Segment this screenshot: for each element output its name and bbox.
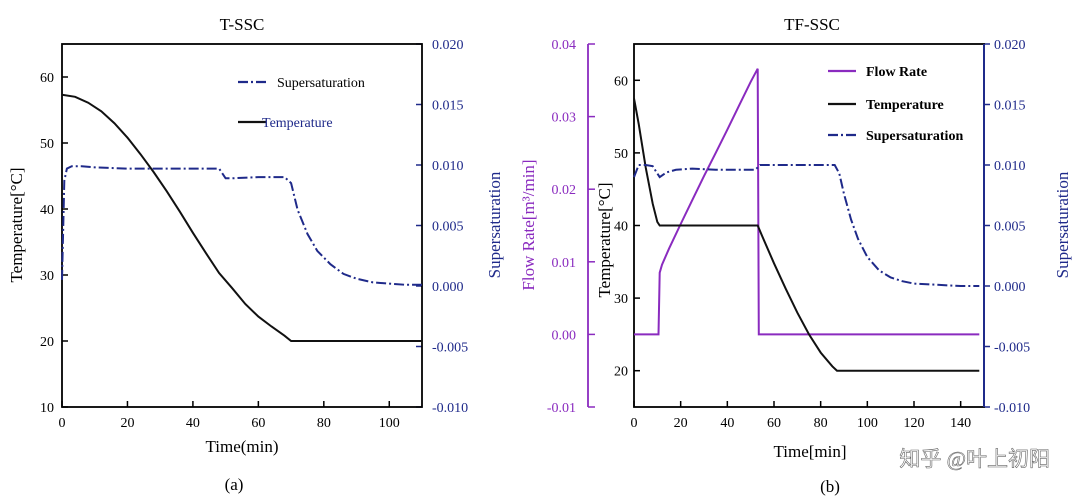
panel-a-x-tick-label: 0 [59,416,66,431]
panel-a-legend: Supersaturation Temperature [238,76,365,131]
panel-a-title: T-SSC [220,15,265,34]
panel-a-y-left-tick-label: 20 [40,335,54,350]
panel-b-right-tick-label: 0.020 [994,38,1026,53]
panel-a-y-left-tick-label: 30 [40,269,54,284]
panel-a-y-left-tick-label: 50 [40,137,54,152]
panel-b-temp-axis-label: Temperature[°C] [595,182,614,297]
panel-b-x-tick-label: 0 [631,416,638,431]
panel-b-right-tick-label: 0.015 [994,99,1026,114]
legend-b-supersaturation-label: Supersaturation [866,129,963,144]
panel-b-x-axis-label: Time[min] [773,442,846,461]
panel-a-y-right-tick-label: -0.005 [432,341,468,356]
panel-a-x-tick-label: 100 [379,416,400,431]
panel-b-ticks: 0 20 40 60 80 100 120 140 -0.01 0.00 0.01 0.02 0.03 0… [547,38,1030,431]
watermark-text: 知乎 @叶上初阳 [899,447,1050,471]
series-b-flowrate-line [634,68,980,336]
panel-b: TF-SSC 0 20 40 60 80 100 120 140 -0.01 0.00 0.01 0.… [519,15,1072,496]
panel-b-legend: Flow Rate Temperature Supersaturation [828,65,963,144]
panel-b-temp-tick-label: 60 [614,74,628,89]
panel-a-y-right-tick-label: 0.010 [432,159,464,174]
panel-b-x-tick-label: 100 [857,416,878,431]
legend-b-flowrate-label: Flow Rate [866,65,927,80]
panel-b-flow-tick-label: 0.00 [552,328,577,343]
panel-a-y-right-label: Supersaturation [485,171,504,278]
panel-a-x-tick-label: 20 [120,416,134,431]
legend-a-temperature-label: Temperature [262,116,333,131]
panel-b-flow-tick-label: 0.02 [552,183,577,198]
panel-b-label: (b) [820,477,840,496]
panel-a-label: (a) [225,475,244,494]
series-b-supersaturation-line [633,164,980,287]
panel-b-x-tick-label: 80 [814,416,828,431]
panel-b-flow-tick-label: 0.04 [552,38,577,53]
panel-a-y-left-tick-label: 40 [40,203,54,218]
panel-b-right-tick-label: 0.005 [994,220,1026,235]
panel-a-series [61,93,422,342]
panel-a-plot-frame [61,43,423,408]
panel-b-x-tick-label: 60 [767,416,781,431]
panel-a-x-axis-label: Time(min) [205,437,278,456]
panel-b-x-tick-label: 20 [674,416,688,431]
panel-a: T-SSC 0 20 40 60 80 100 10 20 30 40 50 60 -0.010 -0.0… [7,15,504,494]
panel-a-y-right-tick-label: -0.010 [432,401,468,416]
panel-b-x-tick-label: 120 [904,416,925,431]
panel-b-right-tick-label: -0.005 [994,341,1030,356]
panel-a-y-right-tick-label: 0.000 [432,280,464,295]
panel-a-x-tick-label: 80 [317,416,331,431]
panel-a-ticks: 0 20 40 60 80 100 10 20 30 40 50 60 -0.010 -0.005 0.00… [40,38,468,431]
series-b-temperature-line [633,98,980,372]
panel-b-flow-tick-label: 0.03 [552,111,577,126]
panel-b-temp-tick-label: 50 [614,147,628,162]
panel-b-series [633,68,980,372]
panel-b-x-tick-label: 140 [950,416,971,431]
panel-a-y-right-tick-label: 0.005 [432,220,464,235]
panel-b-right-tick-label: 0.010 [994,159,1026,174]
panel-a-y-right-tick-label: 0.020 [432,38,464,53]
panel-a-y-left-tick-label: 60 [40,71,54,86]
series-a-supersaturation-line [61,165,422,286]
panel-b-right-tick-label: -0.010 [994,401,1030,416]
panel-b-right-tick-label: 0.000 [994,280,1026,295]
panel-b-y-right-label: Supersaturation [1053,171,1072,278]
panel-b-flow-axis-label: Flow Rate[m³/min] [519,159,538,290]
panel-b-flow-tick-label: 0.01 [552,256,577,271]
panel-b-flow-tick-label: -0.01 [547,401,576,416]
legend-a-supersaturation-label: Supersaturation [277,76,365,91]
panel-b-temp-tick-label: 20 [614,365,628,380]
panel-a-y-left-label: Temperature[°C] [7,167,26,282]
panel-a-y-right-tick-label: 0.015 [432,99,464,114]
panel-b-temp-tick-label: 40 [614,220,628,235]
panel-b-title: TF-SSC [784,15,840,34]
panel-b-x-tick-label: 40 [720,416,734,431]
series-a-temperature-line [61,93,422,342]
panel-a-y-left-tick-label: 10 [40,401,54,416]
panel-a-x-tick-label: 60 [251,416,265,431]
panel-a-x-tick-label: 40 [186,416,200,431]
panel-b-temp-tick-label: 30 [614,292,628,307]
legend-b-temperature-label: Temperature [866,98,944,113]
